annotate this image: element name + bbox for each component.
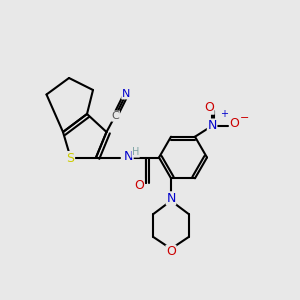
Text: N: N [124,149,133,163]
Text: O: O [166,245,176,258]
Text: O: O [204,101,214,114]
Text: O: O [230,117,239,130]
Text: +: + [220,109,228,118]
Text: H: H [132,147,139,157]
Text: N: N [122,89,130,99]
Text: C: C [112,111,119,121]
Text: S: S [67,152,74,165]
Text: −: − [240,113,249,123]
Text: O: O [134,179,144,192]
Text: N: N [166,192,176,205]
Text: N: N [207,119,217,132]
